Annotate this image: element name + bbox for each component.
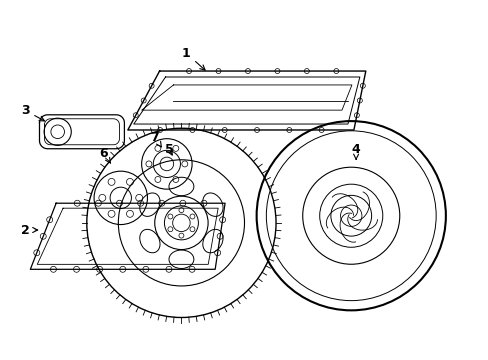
Text: 7: 7	[150, 131, 161, 147]
Text: 4: 4	[351, 143, 360, 159]
Text: 1: 1	[182, 47, 204, 70]
Text: 2: 2	[21, 224, 38, 237]
Text: 5: 5	[164, 143, 173, 156]
Text: 6: 6	[99, 147, 110, 163]
Text: 3: 3	[21, 104, 44, 121]
